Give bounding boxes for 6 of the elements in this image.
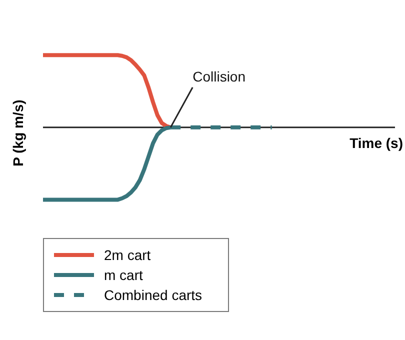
annotation: Collision bbox=[192, 68, 246, 84]
y-axis-title: P (kg m/s) bbox=[10, 100, 26, 166]
x-axis-title: Time (s) bbox=[350, 135, 403, 151]
legend-label: Combined carts bbox=[104, 287, 202, 303]
legend-label: m cart bbox=[104, 267, 143, 283]
legend-label: 2m cart bbox=[104, 247, 151, 263]
